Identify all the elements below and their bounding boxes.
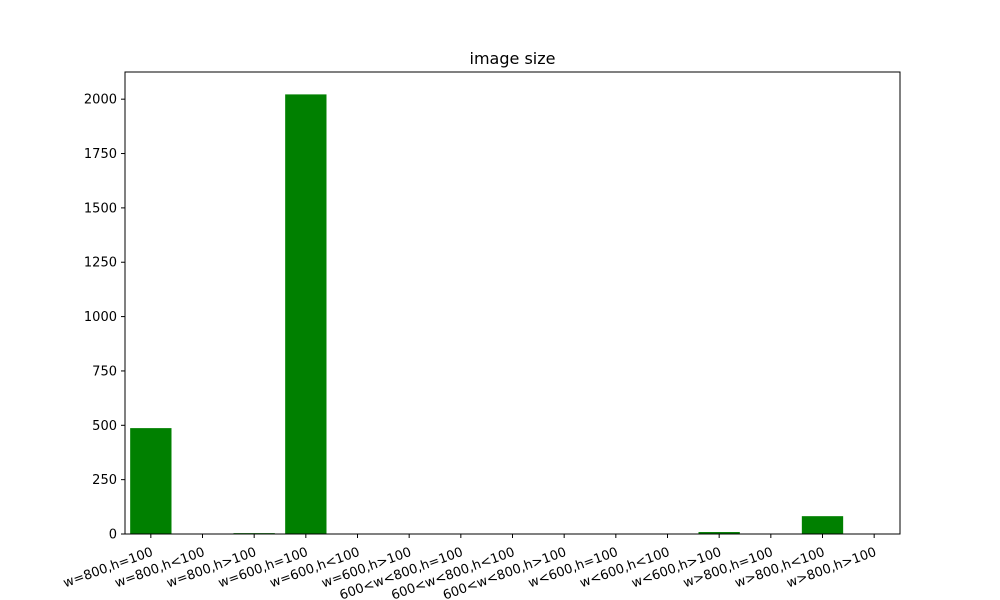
bar-3 xyxy=(285,94,327,534)
y-axis: 0 250 500 750 1000 1250 1500 1750 2000 xyxy=(84,93,125,543)
bar-13 xyxy=(801,516,844,534)
y-tick-label-2: 500 xyxy=(92,419,117,434)
bar-11 xyxy=(698,532,740,534)
y-tick-label-0: 0 xyxy=(109,528,117,543)
y-tick-label-3: 750 xyxy=(92,364,117,379)
y-tick-label-1: 250 xyxy=(92,473,117,488)
chart-title: image size xyxy=(470,49,556,68)
y-tick-label-7: 1750 xyxy=(84,147,117,162)
bar-0 xyxy=(130,428,172,534)
y-tick-label-8: 2000 xyxy=(84,93,117,108)
y-tick-label-6: 1500 xyxy=(84,201,117,216)
y-tick-label-4: 1000 xyxy=(84,310,117,325)
bars-layer xyxy=(130,94,844,534)
y-tick-label-5: 1250 xyxy=(84,256,117,271)
